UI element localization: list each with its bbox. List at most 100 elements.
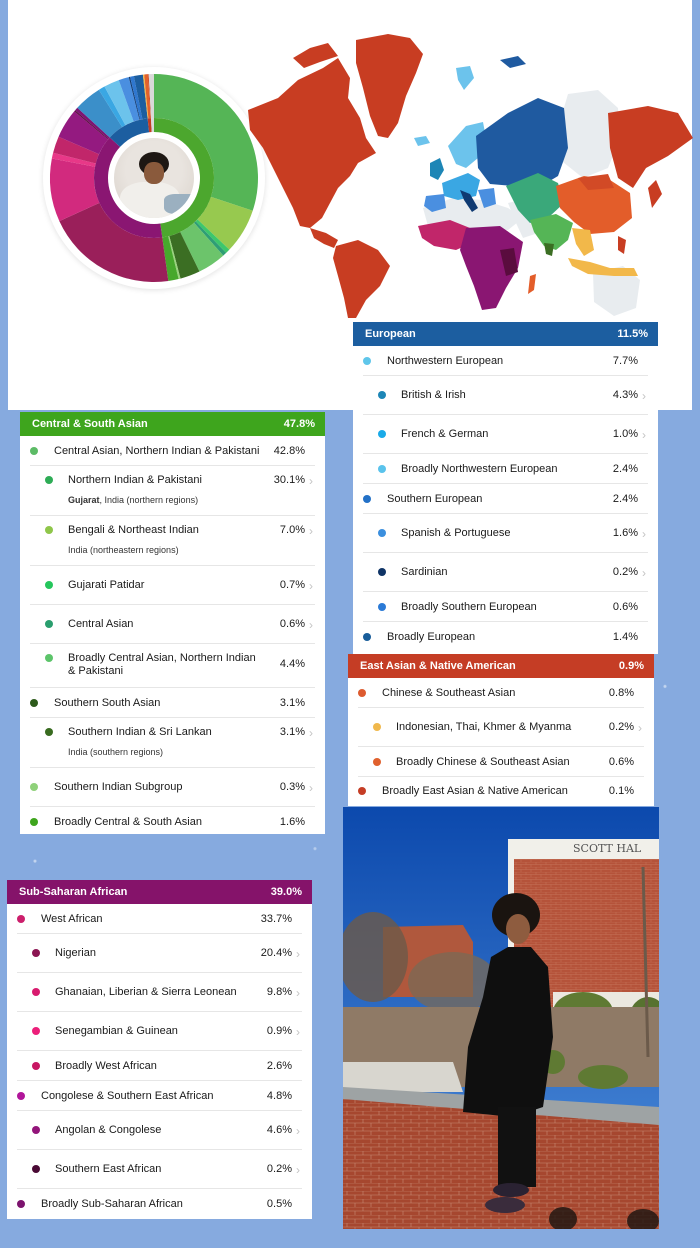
donut-outer-segment[interactable] [98, 86, 126, 128]
ancestry-row[interactable]: Angolan & Congolese 4.6% › [7, 1111, 312, 1150]
chevron-right-icon[interactable]: › [642, 388, 646, 403]
ancestry-row[interactable]: Bengali & Northeast Indian India (northea… [20, 516, 325, 566]
ancestry-row[interactable]: Indonesian, Thai, Khmer & Myanma 0.2% › [348, 708, 654, 747]
ancestry-row[interactable]: Northern Indian & Pakistani Gujarat, Indi… [20, 466, 325, 516]
donut-outer-segment[interactable] [197, 196, 253, 250]
central-south-asian-header[interactable]: Central & South Asian 47.8% [20, 412, 325, 436]
donut-outer-segment[interactable] [195, 219, 230, 253]
donut-outer-segment[interactable] [51, 152, 96, 167]
map-region-scandinavia[interactable] [448, 122, 486, 168]
donut-outer-segment[interactable] [58, 111, 109, 155]
ancestry-row[interactable]: French & German 1.0% › [353, 415, 658, 454]
map-region-east-siberia[interactable] [608, 106, 693, 188]
ancestry-row[interactable]: Senegambian & Guinean 0.9% › [7, 1012, 312, 1051]
donut-inner-segment[interactable] [154, 118, 215, 238]
map-region-indochina[interactable] [572, 228, 594, 256]
donut-outer-segment[interactable] [142, 74, 149, 119]
ancestry-row[interactable]: British & Irish 4.3% › [353, 376, 658, 415]
chevron-right-icon[interactable]: › [638, 720, 642, 735]
ancestry-row[interactable]: Southern Indian & Sri Lankan India (south… [20, 718, 325, 768]
ancestry-row[interactable]: Southern Indian Subgroup 0.3% › [20, 768, 325, 807]
donut-outer-segment[interactable] [148, 74, 154, 119]
map-region-china[interactable] [556, 176, 632, 234]
map-region-west-africa[interactable] [418, 220, 474, 250]
row-percent-group: 2.4% [613, 493, 648, 506]
chevron-right-icon[interactable]: › [296, 985, 300, 1000]
map-region-east-africa[interactable] [500, 248, 518, 276]
donut-inner-segment[interactable] [147, 118, 152, 133]
chevron-right-icon[interactable]: › [309, 473, 313, 488]
map-region-france-germany[interactable] [442, 173, 480, 200]
donut-outer-segment[interactable] [144, 74, 151, 119]
world-map[interactable] [238, 18, 698, 318]
map-region-eastern-europe[interactable] [476, 98, 568, 188]
map-region-central-asia[interactable] [506, 173, 564, 223]
donut-outer-segment[interactable] [169, 231, 200, 279]
donut-outer-segment[interactable] [154, 74, 258, 211]
map-region-iberia[interactable] [424, 194, 446, 212]
map-region-japan[interactable] [648, 180, 662, 208]
row-percent-group: 0.2% › [609, 721, 644, 734]
chevron-right-icon[interactable]: › [309, 578, 313, 593]
donut-outer-segment[interactable] [133, 74, 148, 120]
map-region-north-america[interactable] [248, 58, 376, 228]
chevron-right-icon[interactable]: › [642, 526, 646, 541]
map-region-british-isles[interactable] [430, 158, 444, 180]
map-region-south-asia[interactable] [530, 214, 573, 250]
donut-outer-segment[interactable] [75, 107, 110, 139]
donut-outer-segment[interactable] [162, 236, 179, 282]
donut-outer-segment[interactable] [53, 136, 99, 164]
east-asian-header[interactable]: East Asian & Native American 0.9% [348, 654, 654, 678]
avatar-face [144, 162, 164, 184]
ancestry-row[interactable]: Spanish & Portuguese 1.6% › [353, 514, 658, 553]
donut-outer-segment[interactable] [180, 222, 224, 272]
chevron-right-icon[interactable]: › [296, 1162, 300, 1177]
map-region-greenland[interactable] [356, 34, 423, 138]
chevron-right-icon[interactable]: › [309, 780, 313, 795]
donut-outer-segment[interactable] [50, 158, 100, 222]
map-region-balkans[interactable] [478, 188, 496, 208]
ancestry-row: Congolese & Southern East African 4.8% [7, 1081, 312, 1111]
european-header[interactable]: European 11.5% [353, 322, 658, 346]
chevron-right-icon[interactable]: › [642, 565, 646, 580]
donut-outer-segment[interactable] [130, 75, 143, 120]
map-region-south-america[interactable] [333, 240, 390, 318]
donut-outer-segment[interactable] [168, 236, 181, 280]
donut-inner-segment[interactable] [109, 118, 150, 147]
ancestry-row[interactable]: Southern East African 0.2% › [7, 1150, 312, 1189]
donut-outer-segment[interactable] [104, 80, 134, 126]
profile-avatar[interactable] [110, 134, 198, 222]
chevron-right-icon[interactable]: › [309, 523, 313, 538]
row-left: Indonesian, Thai, Khmer & Myanma [373, 721, 571, 734]
ancestry-row[interactable]: Gujarati Patidar 0.7% › [20, 566, 325, 605]
donut-outer-segment[interactable] [59, 202, 169, 282]
donut-outer-segment[interactable] [77, 89, 123, 138]
ancestry-row[interactable]: Ghanaian, Liberian & Sierra Leonean 9.8% › [7, 973, 312, 1012]
donut-inner-segment[interactable] [93, 137, 163, 238]
chevron-right-icon[interactable]: › [296, 946, 300, 961]
chevron-right-icon[interactable]: › [642, 427, 646, 442]
map-region-central-africa[interactable] [460, 226, 523, 310]
donut-outer-segment[interactable] [74, 110, 109, 140]
region-detail: , India (northern regions) [99, 495, 199, 505]
map-region-indonesia[interactable] [568, 258, 638, 276]
sub-saharan-header[interactable]: Sub-Saharan African 39.0% [7, 880, 312, 904]
donut-outer-segment[interactable] [193, 221, 227, 256]
chevron-right-icon[interactable]: › [309, 725, 313, 740]
chevron-right-icon[interactable]: › [309, 617, 313, 632]
donut-outer-segment[interactable] [128, 76, 141, 120]
chevron-right-icon[interactable]: › [296, 1123, 300, 1138]
east-asian-card: East Asian & Native American 0.9% Chines… [348, 654, 654, 806]
row-percent: 0.6% [612, 601, 638, 613]
ancestry-row[interactable]: Central Asian 0.6% › [20, 605, 325, 644]
chevron-right-icon[interactable]: › [296, 1024, 300, 1039]
ancestry-row[interactable]: Nigerian 20.4% › [7, 934, 312, 973]
map-region-italy[interactable] [460, 190, 478, 212]
map-region-south-india[interactable] [544, 243, 554, 256]
donut-outer-segment[interactable] [118, 77, 140, 122]
row-divider [363, 414, 648, 415]
ancestry-donut-chart[interactable] [43, 67, 265, 289]
donut-outer-segment[interactable] [148, 74, 151, 119]
donut-inner-segment[interactable] [150, 118, 154, 133]
ancestry-row[interactable]: Sardinian 0.2% › [353, 553, 658, 592]
